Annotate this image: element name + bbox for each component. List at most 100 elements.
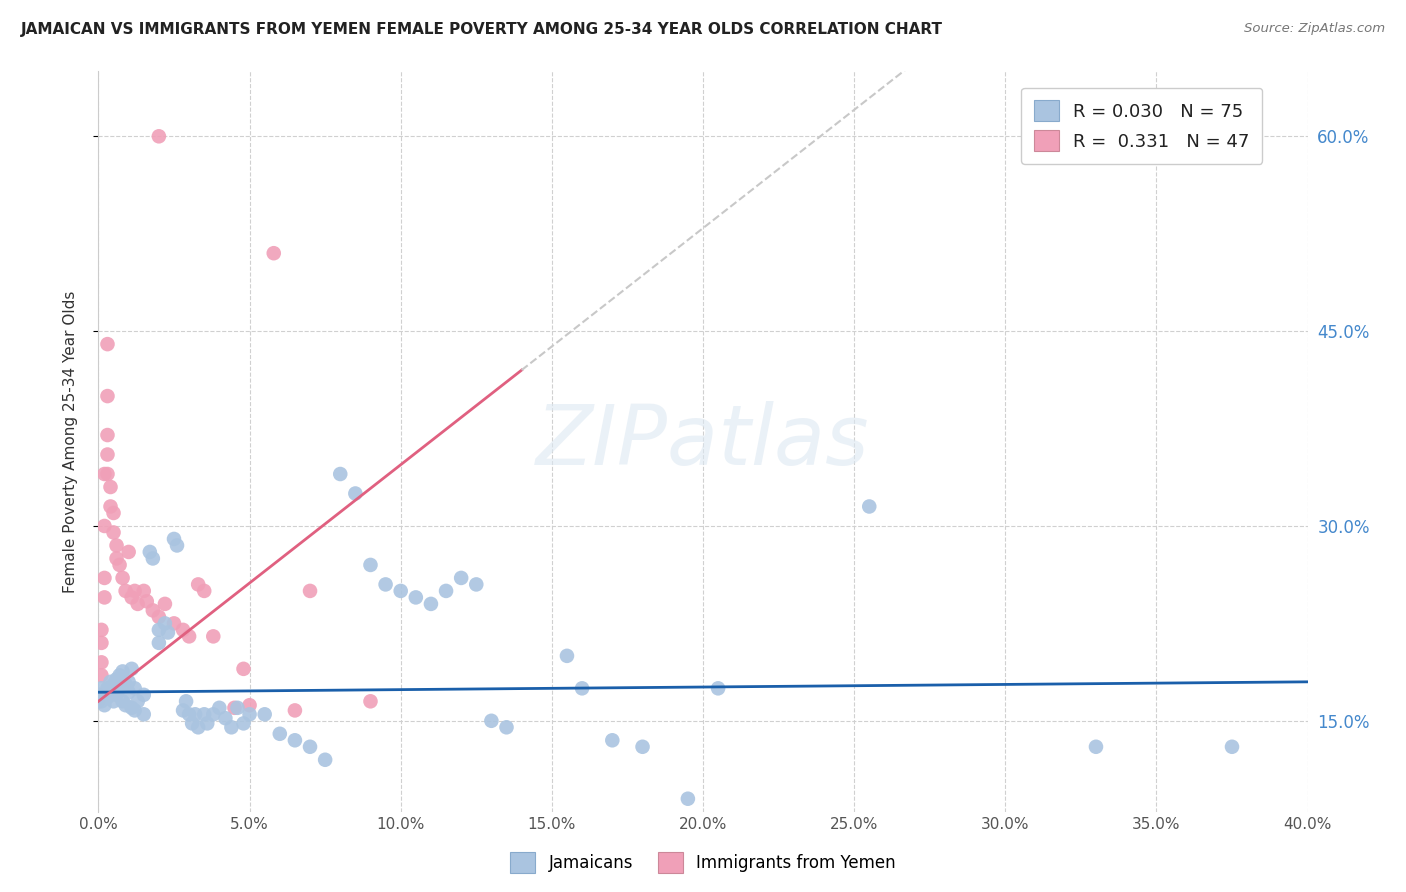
Point	[163, 616, 186, 631]
Point	[105, 538, 128, 552]
Point	[1220, 739, 1243, 754]
Point	[142, 603, 165, 617]
Point	[187, 577, 209, 591]
Point	[329, 467, 352, 481]
Point	[187, 720, 209, 734]
Point	[166, 538, 188, 552]
Point	[100, 480, 122, 494]
Point	[142, 551, 165, 566]
Point	[93, 571, 115, 585]
Point	[676, 791, 699, 805]
Point	[858, 500, 880, 514]
Y-axis label: Female Poverty Among 25-34 Year Olds: Female Poverty Among 25-34 Year Olds	[63, 291, 77, 592]
Point	[239, 707, 262, 722]
Point	[118, 545, 141, 559]
Point	[105, 688, 128, 702]
Text: Source: ZipAtlas.com: Source: ZipAtlas.com	[1244, 22, 1385, 36]
Point	[96, 448, 118, 462]
Point	[181, 716, 204, 731]
Point	[221, 720, 243, 734]
Point	[132, 583, 155, 598]
Point	[96, 389, 118, 403]
Text: JAMAICAN VS IMMIGRANTS FROM YEMEN FEMALE POVERTY AMONG 25-34 YEAR OLDS CORRELATI: JAMAICAN VS IMMIGRANTS FROM YEMEN FEMALE…	[21, 22, 943, 37]
Point	[148, 610, 170, 624]
Point	[360, 694, 382, 708]
Point	[87, 694, 110, 708]
Point	[100, 674, 122, 689]
Point	[239, 698, 262, 713]
Point	[114, 583, 136, 598]
Point	[103, 525, 125, 540]
Point	[172, 623, 194, 637]
Point	[90, 636, 112, 650]
Point	[495, 720, 517, 734]
Point	[121, 662, 143, 676]
Point	[602, 733, 624, 747]
Point	[108, 681, 131, 696]
Point	[90, 681, 112, 696]
Point	[103, 694, 125, 708]
Point	[153, 616, 176, 631]
Point	[114, 698, 136, 713]
Point	[174, 694, 197, 708]
Point	[405, 591, 427, 605]
Point	[193, 583, 215, 598]
Point	[148, 623, 170, 637]
Point	[284, 733, 307, 747]
Text: ZIPatlas: ZIPatlas	[536, 401, 870, 482]
Point	[195, 716, 218, 731]
Point	[100, 500, 122, 514]
Point	[96, 337, 118, 351]
Point	[360, 558, 382, 572]
Point	[284, 703, 307, 717]
Point	[93, 688, 115, 702]
Point	[108, 558, 131, 572]
Point	[374, 577, 396, 591]
Point	[148, 636, 170, 650]
Point	[450, 571, 472, 585]
Point	[96, 428, 118, 442]
Point	[226, 701, 249, 715]
Point	[121, 701, 143, 715]
Point	[555, 648, 578, 663]
Point	[111, 571, 134, 585]
Legend: Jamaicans, Immigrants from Yemen: Jamaicans, Immigrants from Yemen	[503, 846, 903, 880]
Point	[571, 681, 593, 696]
Point	[87, 688, 110, 702]
Point	[132, 707, 155, 722]
Point	[132, 688, 155, 702]
Point	[118, 685, 141, 699]
Point	[124, 583, 146, 598]
Point	[90, 694, 112, 708]
Point	[90, 623, 112, 637]
Point	[208, 701, 231, 715]
Point	[90, 656, 112, 670]
Point	[232, 662, 254, 676]
Point	[253, 707, 276, 722]
Point	[93, 519, 115, 533]
Point	[202, 707, 225, 722]
Point	[148, 129, 170, 144]
Point	[124, 703, 146, 717]
Point	[96, 690, 118, 705]
Point	[105, 672, 128, 686]
Point	[232, 716, 254, 731]
Point	[93, 698, 115, 713]
Point	[105, 551, 128, 566]
Point	[420, 597, 443, 611]
Point	[224, 701, 246, 715]
Point	[100, 685, 122, 699]
Point	[139, 545, 162, 559]
Point	[87, 688, 110, 702]
Point	[344, 486, 367, 500]
Point	[127, 694, 149, 708]
Point	[481, 714, 503, 728]
Point	[179, 707, 201, 722]
Point	[184, 707, 207, 722]
Point	[108, 668, 131, 682]
Point	[389, 583, 412, 598]
Point	[153, 597, 176, 611]
Point	[202, 629, 225, 643]
Point	[90, 668, 112, 682]
Point	[124, 681, 146, 696]
